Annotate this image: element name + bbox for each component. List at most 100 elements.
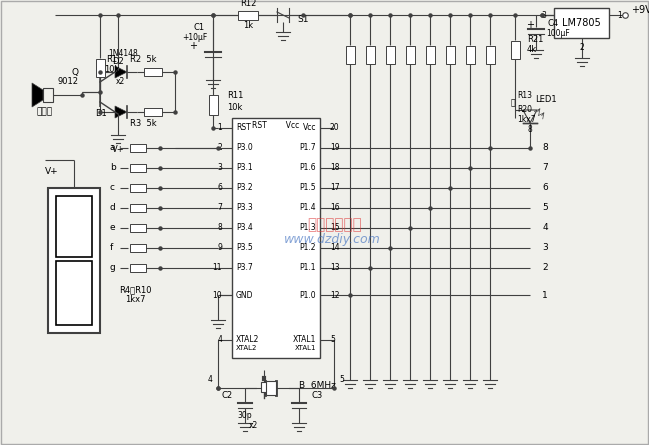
Text: P1.5: P1.5: [299, 183, 316, 193]
Text: 30p: 30p: [238, 412, 252, 421]
Text: 15: 15: [330, 223, 339, 232]
Bar: [232, 118, 320, 358]
Text: 4: 4: [217, 336, 222, 344]
Bar: [406, 46, 415, 64]
Text: XTAL1: XTAL1: [295, 345, 316, 351]
Text: D2: D2: [112, 57, 124, 66]
Text: 1: 1: [542, 291, 548, 299]
Bar: [56, 261, 92, 325]
Text: LED1: LED1: [535, 96, 557, 105]
Text: 5: 5: [542, 203, 548, 213]
Text: 1kx7: 1kx7: [125, 295, 145, 304]
Text: 蜂鸣器: 蜂鸣器: [37, 108, 53, 117]
Text: 6: 6: [542, 183, 548, 193]
Text: P3.2: P3.2: [236, 183, 252, 193]
Text: 2: 2: [579, 44, 584, 53]
Text: c: c: [110, 183, 115, 193]
Bar: [130, 224, 146, 232]
Text: P1.6: P1.6: [299, 163, 316, 173]
Bar: [465, 46, 474, 64]
Text: R12: R12: [240, 0, 256, 8]
Text: B  6MHz: B 6MHz: [299, 381, 336, 391]
Text: 6: 6: [217, 183, 222, 193]
Text: +: +: [526, 20, 534, 30]
Text: 8: 8: [542, 143, 548, 153]
Bar: [554, 8, 609, 38]
Bar: [208, 95, 217, 115]
Text: P1.4: P1.4: [299, 203, 316, 213]
Text: 7: 7: [217, 203, 222, 213]
Bar: [48, 188, 100, 333]
Text: 3: 3: [542, 243, 548, 252]
Text: 7: 7: [542, 163, 548, 173]
Bar: [445, 46, 454, 64]
Text: P3.3: P3.3: [236, 203, 252, 213]
Text: a: a: [110, 143, 116, 153]
Text: P1.7: P1.7: [299, 143, 316, 153]
Bar: [130, 144, 146, 152]
Text: C2: C2: [222, 392, 233, 401]
Text: 8: 8: [527, 125, 532, 134]
Text: 1: 1: [617, 11, 622, 20]
Text: XTAL1: XTAL1: [293, 336, 316, 344]
Text: +10µF: +10µF: [182, 33, 208, 43]
Text: 10k: 10k: [104, 65, 119, 74]
Text: 2: 2: [217, 143, 222, 153]
Bar: [426, 46, 434, 64]
Text: f: f: [110, 243, 113, 252]
Polygon shape: [115, 66, 127, 78]
Bar: [261, 382, 267, 392]
Text: R1: R1: [106, 56, 117, 65]
Text: 3: 3: [217, 163, 222, 173]
Text: 电子制作天地: 电子制作天地: [308, 218, 362, 232]
Text: 9012: 9012: [57, 77, 78, 86]
Text: P1.2: P1.2: [299, 243, 316, 252]
Text: P3.0: P3.0: [236, 143, 252, 153]
Text: d: d: [110, 203, 116, 213]
Bar: [130, 244, 146, 252]
Text: 20: 20: [330, 124, 339, 133]
Text: XTAL2: XTAL2: [236, 336, 260, 344]
Text: LM7805: LM7805: [562, 18, 601, 28]
Text: 10: 10: [212, 291, 222, 299]
Bar: [130, 264, 146, 272]
Bar: [238, 11, 258, 20]
Bar: [485, 46, 495, 64]
Text: Vcc: Vcc: [302, 124, 316, 133]
Bar: [144, 108, 162, 116]
Text: P1.0: P1.0: [299, 291, 316, 299]
Text: S1: S1: [297, 16, 308, 24]
Text: www.dzdiy.com: www.dzdiy.com: [284, 234, 380, 247]
Polygon shape: [115, 106, 127, 118]
Text: GND: GND: [236, 291, 254, 299]
Text: 12: 12: [330, 291, 339, 299]
Text: 3: 3: [541, 11, 546, 20]
Text: V+: V+: [112, 146, 125, 154]
Text: 5: 5: [339, 376, 344, 384]
Text: P3.7: P3.7: [236, 263, 252, 272]
Text: 1: 1: [217, 124, 222, 133]
Text: 5: 5: [330, 336, 335, 344]
Text: 18: 18: [330, 163, 339, 173]
Text: P3.1: P3.1: [236, 163, 252, 173]
Text: 19: 19: [330, 143, 339, 153]
Text: 4: 4: [542, 223, 548, 232]
Text: Q: Q: [71, 68, 78, 77]
Text: 4k: 4k: [527, 45, 537, 54]
Text: R20: R20: [517, 105, 532, 114]
Text: 1k: 1k: [243, 21, 253, 31]
Bar: [266, 381, 276, 395]
Text: ～: ～: [511, 98, 515, 108]
Text: 1kx7: 1kx7: [517, 116, 535, 125]
Text: 4: 4: [208, 376, 213, 384]
Text: RST: RST: [236, 124, 251, 133]
Text: P3.4: P3.4: [236, 223, 252, 232]
Bar: [56, 196, 92, 257]
Text: R13: R13: [517, 90, 532, 100]
Text: 9: 9: [217, 243, 222, 252]
Text: 100µF: 100µF: [546, 28, 570, 37]
Text: P1.1: P1.1: [299, 263, 316, 272]
Bar: [345, 46, 354, 64]
Text: 11: 11: [212, 263, 222, 272]
Text: R11: R11: [227, 92, 243, 101]
